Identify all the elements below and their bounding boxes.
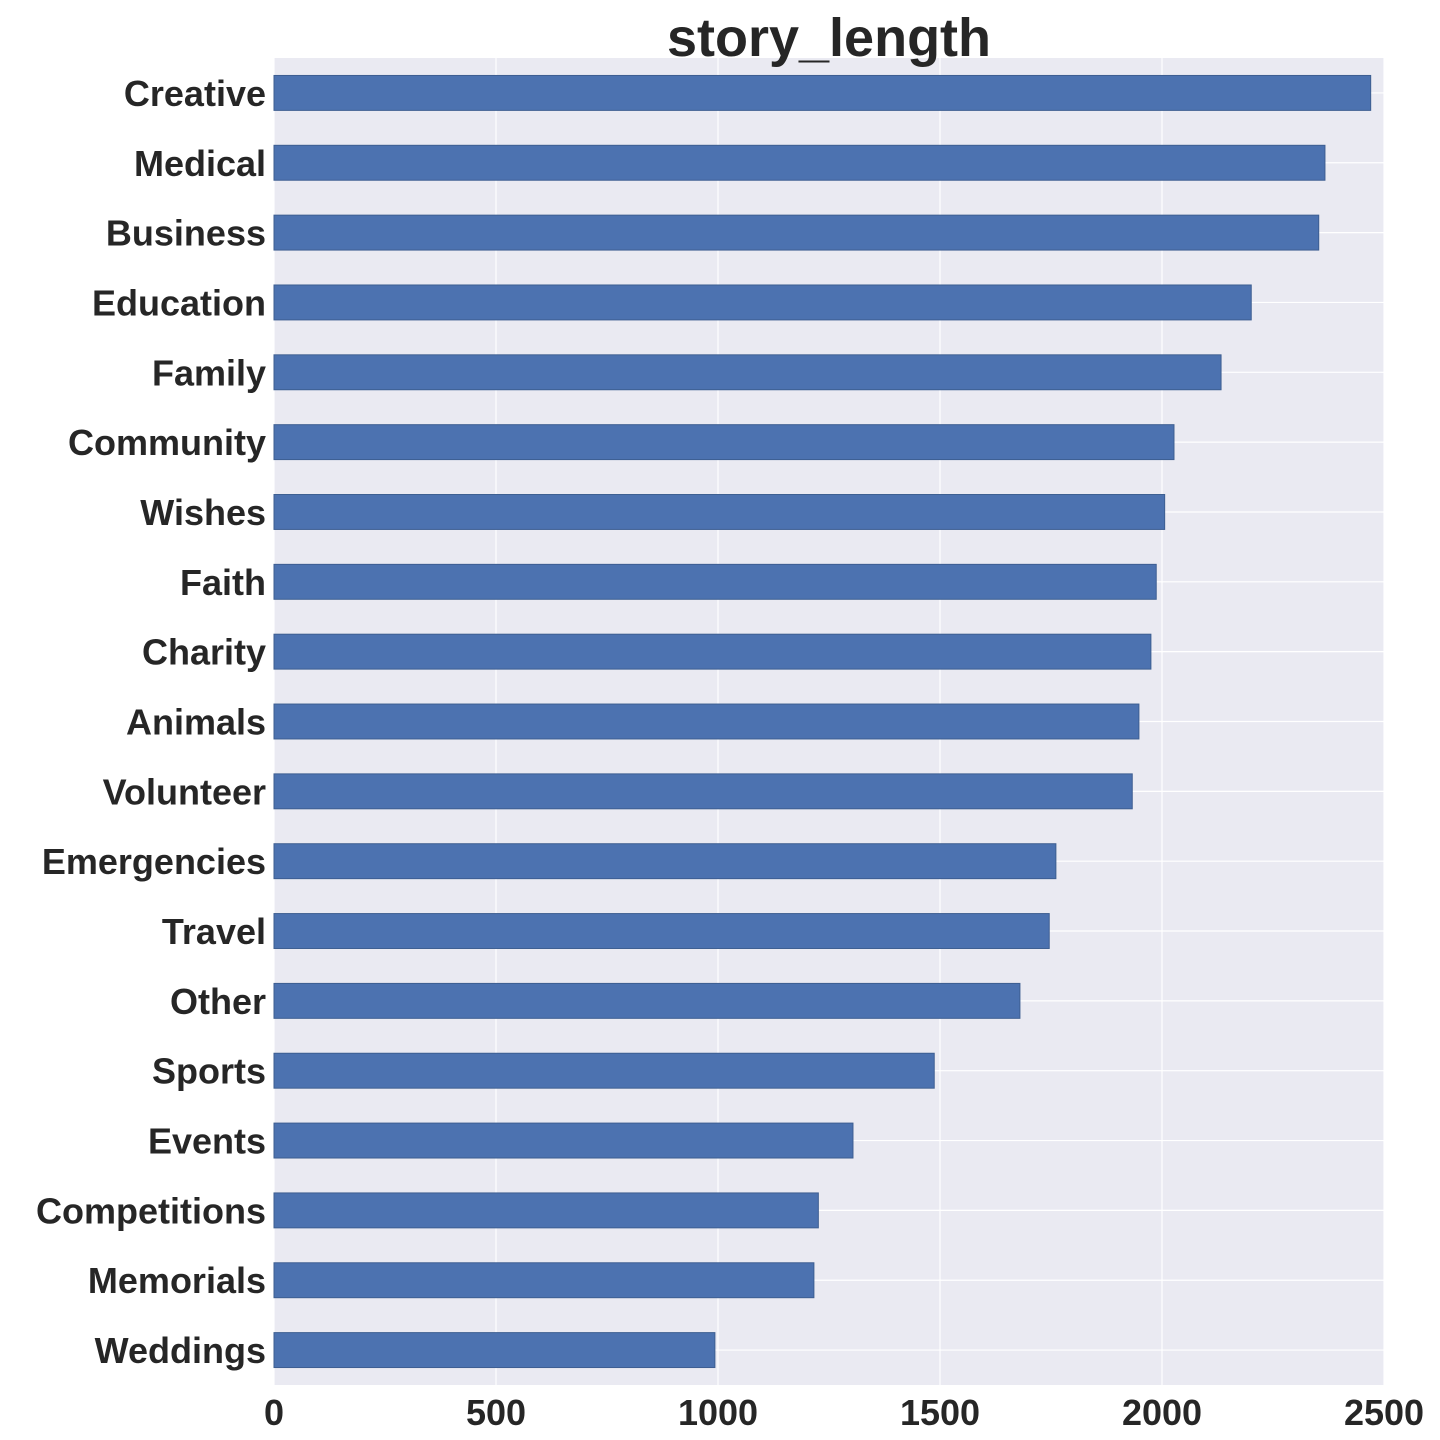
bar-education: [273, 284, 1252, 321]
y-tick-label-creative: Creative: [124, 73, 266, 114]
y-tick-label-sports: Sports: [152, 1051, 266, 1092]
bar-travel: [273, 913, 1050, 949]
x-tick-label: 2000: [1122, 1392, 1202, 1433]
y-tick-label-memorials: Memorials: [88, 1260, 266, 1301]
bar-faith: [273, 563, 1157, 600]
bar-charity: [273, 633, 1152, 670]
y-tick-label-charity: Charity: [142, 632, 266, 673]
bars-group: [273, 74, 1372, 1369]
y-tick-label-travel: Travel: [162, 911, 266, 952]
y-tick-label-emergencies: Emergencies: [42, 841, 266, 882]
y-tick-label-education: Education: [92, 282, 266, 323]
bar-sports: [273, 1052, 935, 1089]
bar-emergencies: [273, 843, 1057, 880]
y-tick-label-community: Community: [68, 422, 266, 463]
y-tick-label-faith: Faith: [180, 562, 266, 603]
y-tick-label-business: Business: [106, 213, 266, 254]
chart-title: story_length: [667, 8, 991, 68]
bar-creative: [273, 74, 1372, 111]
x-tick-label: 1000: [678, 1392, 758, 1433]
x-tick-labels: 0 500 1000 1500 2000 2500: [264, 1392, 1424, 1433]
bar-family: [273, 354, 1222, 391]
y-tick-label-competitions: Competitions: [36, 1190, 266, 1231]
y-tick-labels: Creative Medical Business Education Family Co…: [36, 73, 266, 1371]
y-tick-label-family: Family: [152, 352, 266, 393]
y-tick-label-wishes: Wishes: [140, 492, 266, 533]
bar-animals: [273, 703, 1140, 740]
bar-community: [273, 424, 1175, 461]
bar-business: [273, 214, 1320, 251]
bar-volunteer: [273, 773, 1133, 810]
bar-events: [273, 1122, 854, 1159]
y-tick-label-weddings: Weddings: [95, 1330, 266, 1371]
y-tick-label-animals: Animals: [126, 702, 266, 743]
bar-memorials: [273, 1262, 815, 1299]
bar-medical: [273, 144, 1326, 181]
x-tick-label: 2500: [1344, 1392, 1424, 1433]
y-tick-label-medical: Medical: [134, 143, 266, 184]
y-tick-label-events: Events: [148, 1121, 266, 1162]
y-tick-label-other: Other: [170, 981, 266, 1022]
bar-weddings: [273, 1332, 716, 1369]
bar-competitions: [273, 1192, 819, 1229]
bar-wishes: [273, 494, 1166, 530]
y-tick-label-volunteer: Volunteer: [103, 771, 266, 812]
x-tick-label: 0: [264, 1392, 284, 1433]
bar-other: [273, 982, 1021, 1019]
x-tick-label: 500: [466, 1392, 526, 1433]
x-tick-label: 1500: [900, 1392, 980, 1433]
